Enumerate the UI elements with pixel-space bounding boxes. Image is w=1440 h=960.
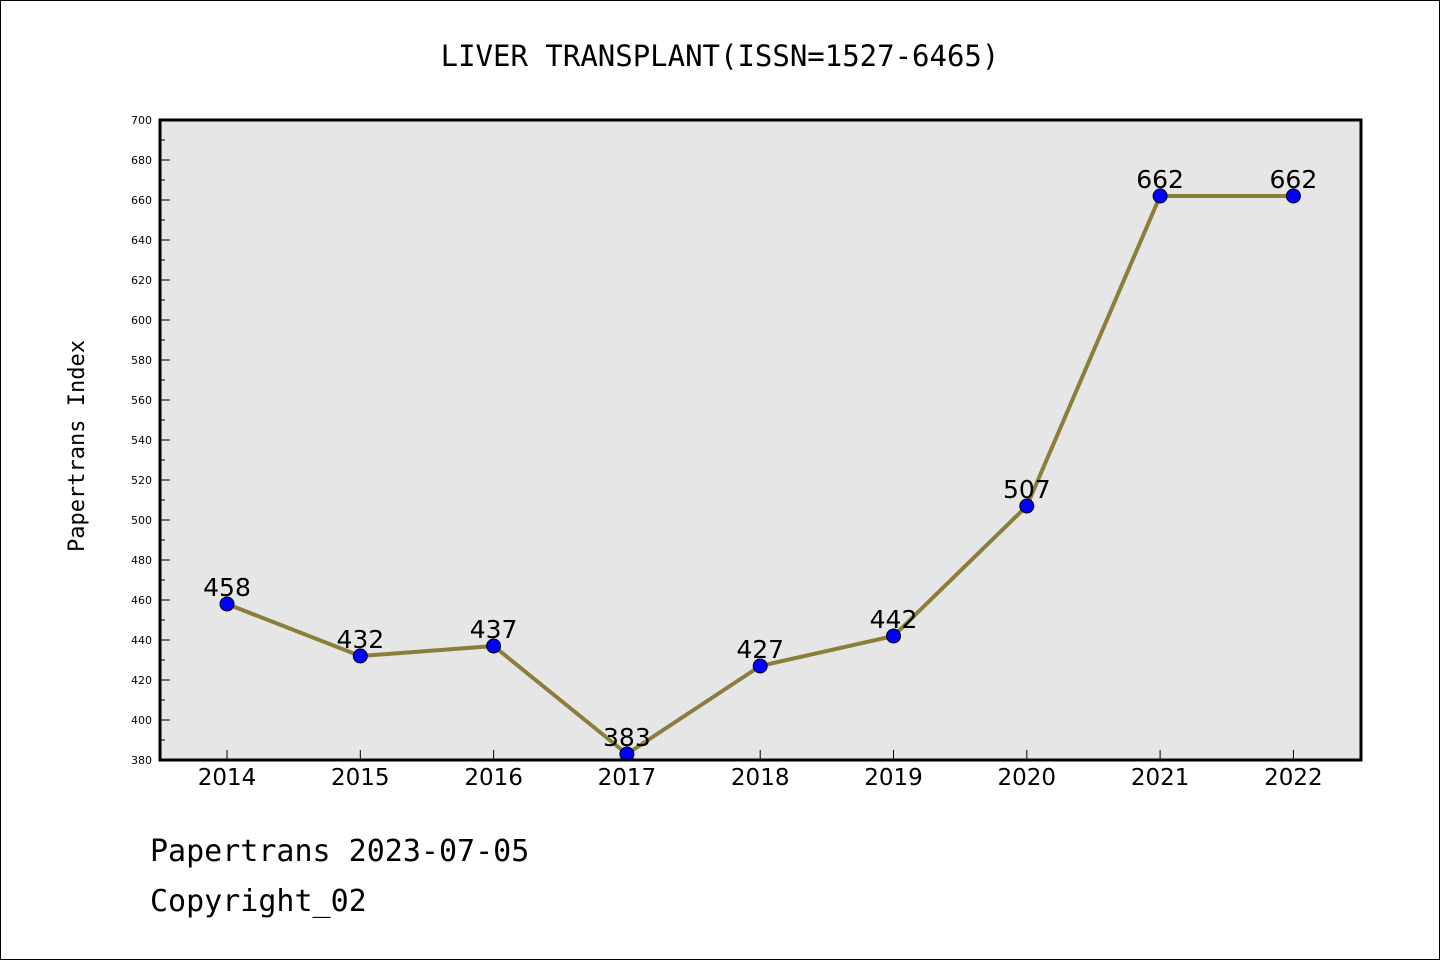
data-label: 442 (870, 605, 918, 634)
x-tick-label: 2014 (198, 765, 257, 791)
data-point (352, 648, 368, 664)
y-tick-label: 540 (131, 434, 152, 447)
y-tick-label: 500 (131, 514, 152, 527)
y-tick-label: 620 (131, 274, 152, 287)
data-point (752, 658, 768, 674)
x-tick-label: 2021 (1131, 765, 1190, 791)
y-tick-label: 460 (131, 594, 152, 607)
y-tick-label: 660 (131, 194, 152, 207)
y-tick-label: 560 (131, 394, 152, 407)
x-tick-label: 2017 (598, 765, 657, 791)
data-label: 458 (203, 573, 251, 602)
series-group: 458 432 437 383 427 442 507 662 662 (203, 165, 1318, 762)
x-tick-label: 2016 (464, 765, 523, 791)
data-point (886, 628, 901, 644)
data-point (486, 638, 502, 654)
y-tick-label: 420 (131, 674, 152, 687)
plot-frame (158, 118, 1363, 762)
x-tick-label: 2020 (998, 765, 1057, 791)
data-label: 662 (1270, 165, 1318, 194)
y-tick-label: 440 (131, 634, 152, 647)
x-tick-label: 2015 (331, 765, 390, 791)
y-tick-label: 700 (131, 114, 152, 127)
chart-title: LIVER TRANSPLANT(ISSN=1527-6465) (441, 39, 1000, 73)
data-label: 427 (736, 635, 784, 664)
x-tick-label: 2018 (731, 765, 790, 791)
y-tick-label: 480 (131, 554, 152, 567)
y-tick-label: 520 (131, 474, 152, 487)
y-tick-label: 380 (131, 754, 152, 767)
data-point (219, 596, 235, 612)
y-tick-label: 640 (131, 234, 152, 247)
footer-copyright: Copyright_02 (150, 884, 367, 919)
data-point (1019, 498, 1035, 514)
y-tick-label: 600 (131, 314, 152, 327)
y-axis-label: Papertrans Index (65, 340, 90, 552)
data-label: 437 (470, 615, 518, 644)
data-label: 432 (336, 625, 384, 654)
data-label: 662 (1136, 165, 1184, 194)
y-tick-label: 400 (131, 714, 152, 727)
data-label: 383 (603, 723, 651, 752)
y-tick-label: 680 (131, 154, 152, 167)
data-label: 507 (1003, 475, 1051, 504)
data-point (1152, 188, 1168, 204)
y-axis: 380 400 420 440 460 480 500 520 540 560 580 600 620 6… (131, 114, 170, 767)
footer-date: Papertrans 2023-07-05 (150, 834, 530, 869)
x-axis: 2014 2015 2016 2017 2018 2019 2020 2021 2022 (198, 750, 1323, 791)
x-tick-label: 2019 (864, 765, 923, 791)
data-point (1285, 188, 1301, 204)
x-tick-label: 2022 (1264, 765, 1323, 791)
y-tick-label: 580 (131, 354, 152, 367)
